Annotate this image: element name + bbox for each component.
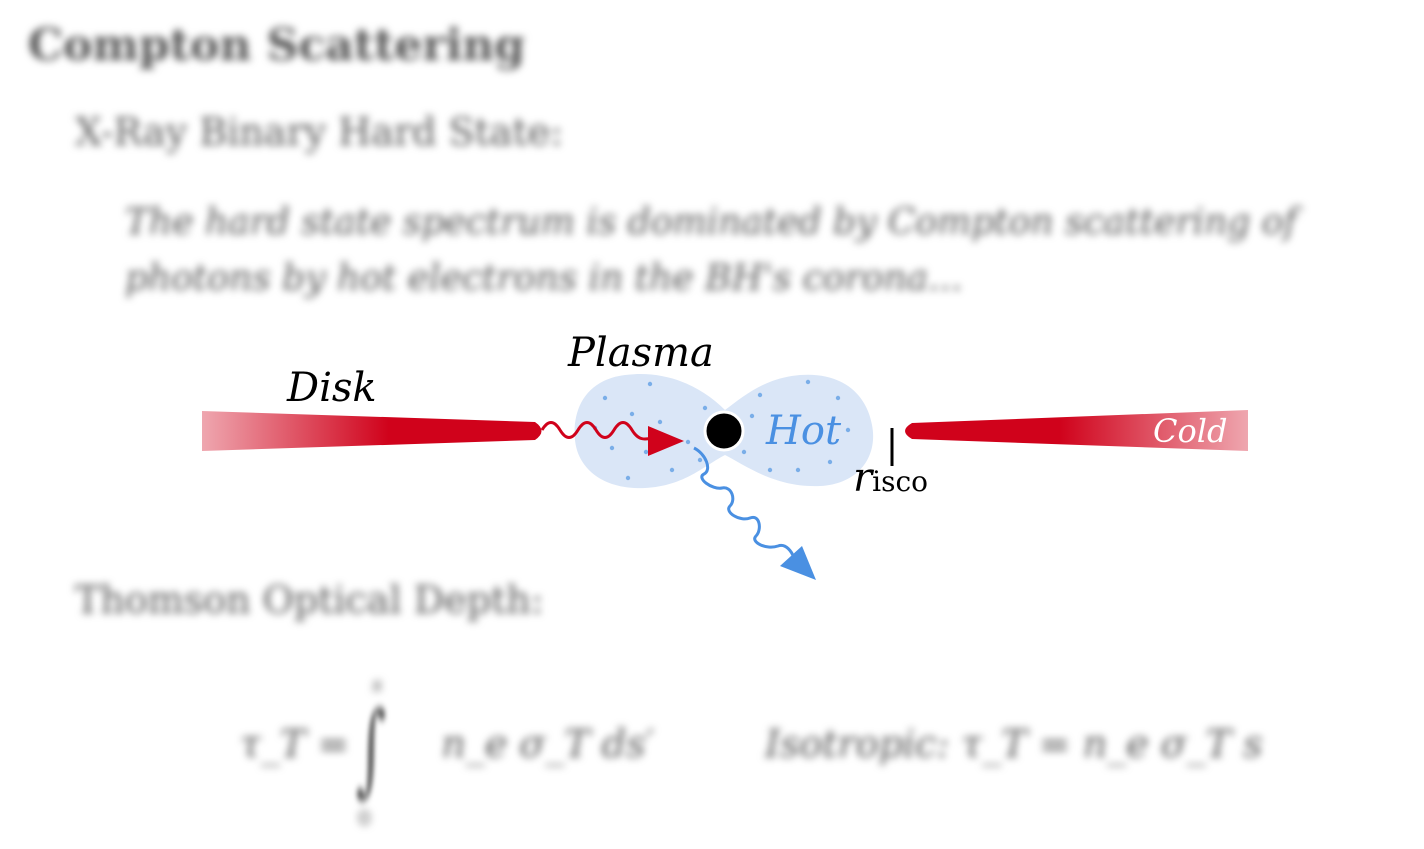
cold-label: Cold: [1153, 412, 1227, 450]
disk-label: Disk: [287, 365, 377, 411]
risco-label: risco: [853, 455, 928, 501]
plasma-label: Plasma: [568, 330, 714, 376]
black-hole: [705, 412, 743, 450]
risco-subscript: isco: [872, 465, 928, 498]
hot-label: Hot: [766, 408, 841, 454]
left-disk: [202, 411, 542, 451]
outgoing-photon-arrowhead: [780, 546, 816, 580]
risco-main: r: [853, 455, 872, 501]
